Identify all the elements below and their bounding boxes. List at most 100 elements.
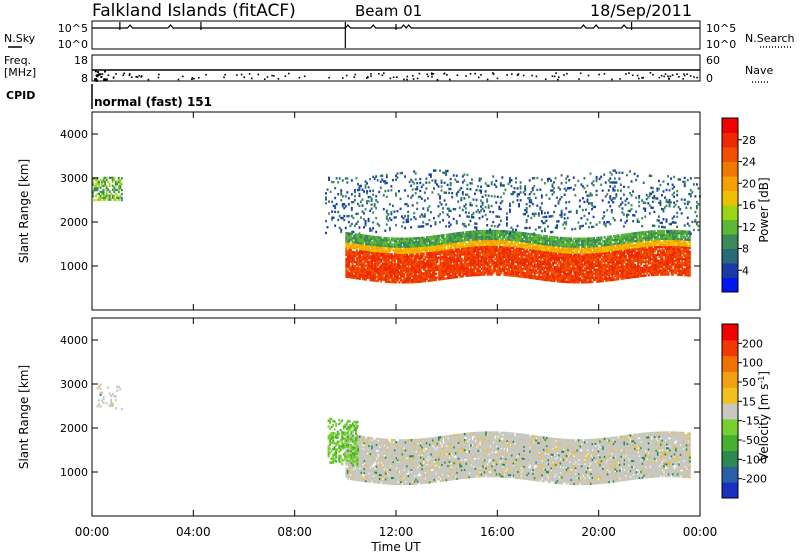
echo-cell <box>479 269 482 272</box>
echo-cell <box>346 250 349 253</box>
echo-cell <box>549 239 551 242</box>
echo-cell <box>650 267 653 271</box>
echo-cell <box>421 248 424 251</box>
echo-cell <box>371 237 374 240</box>
echo-cell <box>518 249 521 252</box>
echo-cell <box>605 279 608 282</box>
echo-cell <box>433 267 436 270</box>
echo-cell <box>600 254 603 257</box>
echo-cell <box>529 258 532 262</box>
echo-cell <box>678 265 681 269</box>
echo-cell <box>439 264 442 267</box>
echo-cell <box>553 240 556 243</box>
echo-cell <box>631 232 634 235</box>
echo-cell <box>416 262 419 266</box>
echo-cell <box>526 256 529 259</box>
echo-cell <box>384 240 387 244</box>
echo-cell <box>456 257 459 261</box>
echo-cell <box>345 267 348 271</box>
echo-cell <box>676 237 679 241</box>
echo-cell <box>655 261 658 265</box>
echo-cell <box>570 247 573 250</box>
echo-cell <box>667 255 670 258</box>
echo-cell <box>614 246 617 250</box>
echo-cell <box>670 267 673 270</box>
echo-cell <box>676 269 679 272</box>
echo-cell <box>398 245 401 248</box>
echo-cell <box>545 266 548 270</box>
echo-cell <box>355 247 358 250</box>
echo-cell <box>474 236 477 239</box>
echo-cell <box>603 275 606 279</box>
echo-cell <box>509 266 512 269</box>
echo-cell <box>615 248 618 251</box>
echo-cell <box>494 237 497 241</box>
echo-cell <box>387 258 390 262</box>
echo-cell <box>558 254 561 257</box>
echo-cell <box>450 240 453 244</box>
echo-cell <box>574 251 577 254</box>
echo-cell <box>491 239 494 242</box>
echo-cell <box>582 265 585 268</box>
echo-cell <box>469 236 472 239</box>
echo-cell <box>558 262 561 265</box>
echo-cell <box>661 237 664 241</box>
echo-cell <box>479 229 482 233</box>
echo-cell <box>591 262 594 266</box>
echo-cell <box>369 259 372 262</box>
echo-cell <box>407 267 410 270</box>
echo-cell <box>549 253 551 256</box>
echo-cell <box>378 246 381 249</box>
echo-cell <box>681 259 684 263</box>
echo-cell <box>681 261 684 265</box>
echo-cell <box>442 257 445 261</box>
echo-cell <box>442 238 445 241</box>
echo-cell <box>387 249 390 252</box>
echo-cell <box>659 265 662 268</box>
echo-cell <box>439 242 442 245</box>
echo-cell <box>653 265 656 269</box>
echo-cell <box>632 236 635 239</box>
echo-cell <box>552 267 554 271</box>
echo-cell <box>463 272 466 276</box>
echo-cell <box>539 234 542 237</box>
echo-cell <box>588 247 591 250</box>
echo-cell <box>503 263 506 267</box>
echo-cell <box>492 263 495 266</box>
echo-cell <box>640 272 643 276</box>
echo-cell <box>588 259 591 262</box>
echo-cell <box>424 279 427 283</box>
echo-cell <box>430 261 433 264</box>
echo-cell <box>579 273 582 276</box>
echo-cell <box>542 246 545 250</box>
echo-cell <box>400 275 402 278</box>
echo-cell <box>424 275 427 279</box>
echo-cell <box>419 258 422 261</box>
echo-cell <box>679 249 682 253</box>
echo-cell <box>684 242 687 245</box>
echo-cell <box>474 242 477 245</box>
echo-cell <box>460 245 463 248</box>
echo-cell <box>418 260 421 264</box>
echo-cell <box>533 253 536 256</box>
echo-cell <box>354 260 357 264</box>
echo-cell <box>395 247 398 250</box>
echo-cell <box>400 277 402 280</box>
echo-cell <box>397 257 399 260</box>
echo-cell <box>597 280 600 283</box>
echo-cell <box>559 266 562 269</box>
echo-cell <box>600 258 603 261</box>
echo-cell <box>561 268 564 271</box>
echo-cell <box>466 254 469 258</box>
echo-cell <box>346 269 349 273</box>
echo-cell <box>418 258 421 262</box>
echo-cell <box>576 243 579 246</box>
echo-cell <box>454 260 457 263</box>
echo-cell <box>539 262 542 265</box>
echo-cell <box>345 273 348 276</box>
echo-cell <box>565 268 568 272</box>
echo-cell <box>638 245 641 248</box>
echo-cell <box>466 232 469 236</box>
noise-panel <box>91 20 701 50</box>
echo-cell <box>415 237 418 240</box>
